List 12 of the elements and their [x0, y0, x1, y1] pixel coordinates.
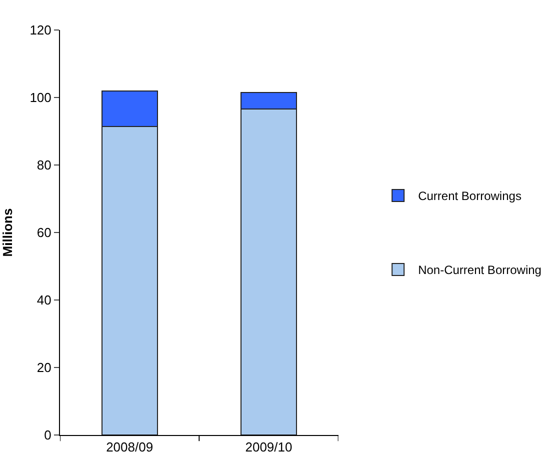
y-tick-label: 40: [36, 292, 52, 308]
x-tick-label: 2008/09: [106, 440, 154, 455]
y-tick-label: 60: [36, 225, 52, 240]
y-tick-label: 0: [44, 428, 52, 443]
y-tick-label: 80: [36, 158, 52, 173]
y-tick-label: 100: [30, 90, 52, 106]
y-tick-label: 20: [36, 360, 52, 376]
legend-label: Non-Current Borrowing: [418, 263, 542, 278]
y-tick-label: 120: [30, 22, 52, 38]
y-axis-title: Millions: [0, 208, 15, 257]
legend-label: Current Borrowings: [418, 189, 522, 204]
x-tick-label: 2009/10: [245, 440, 292, 455]
